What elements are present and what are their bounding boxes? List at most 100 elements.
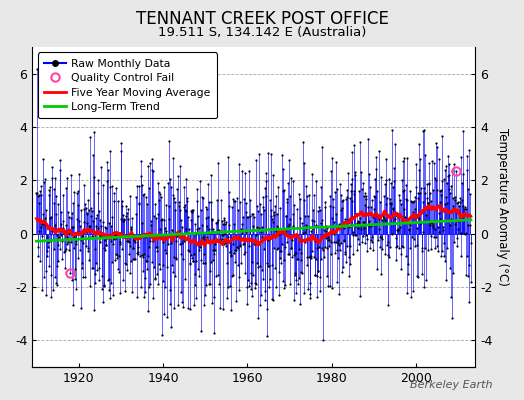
Point	[79, 240, 87, 246]
Point	[160, 183, 169, 190]
Point	[77, 236, 85, 243]
Point	[191, 271, 200, 277]
Point	[178, 224, 186, 230]
Point	[425, 181, 433, 187]
Point	[242, 200, 250, 206]
Point	[420, 184, 428, 191]
Point	[147, 218, 156, 224]
Point	[64, 226, 73, 233]
Point	[384, 302, 392, 308]
Point	[71, 276, 79, 282]
Point	[82, 211, 91, 218]
Point	[377, 174, 385, 180]
Point	[131, 239, 139, 245]
Point	[350, 190, 358, 197]
Point	[365, 218, 373, 224]
Point	[210, 330, 218, 336]
Point	[368, 234, 377, 240]
Point	[291, 290, 300, 296]
Point	[89, 152, 97, 158]
Point	[141, 258, 150, 264]
Point	[393, 210, 401, 216]
Point	[456, 214, 464, 220]
Point	[331, 250, 340, 257]
Point	[68, 276, 76, 283]
Point	[146, 160, 154, 166]
Point	[101, 224, 110, 230]
Point	[398, 243, 406, 249]
Point	[256, 200, 265, 207]
Point	[446, 216, 455, 222]
Point	[59, 218, 68, 224]
Point	[321, 244, 330, 250]
Point	[181, 206, 189, 213]
Point	[228, 196, 237, 202]
Point	[294, 190, 303, 197]
Point	[466, 240, 475, 246]
Point	[410, 214, 419, 221]
Point	[211, 229, 220, 235]
Point	[424, 247, 432, 253]
Point	[443, 245, 451, 251]
Point	[257, 267, 266, 273]
Point	[125, 193, 134, 199]
Point	[358, 185, 366, 192]
Point	[319, 224, 327, 230]
Point	[85, 283, 94, 290]
Point	[167, 239, 175, 246]
Point	[430, 174, 439, 181]
Point	[389, 206, 398, 212]
Point	[279, 278, 287, 285]
Point	[165, 138, 173, 144]
Point	[421, 245, 430, 252]
Point	[241, 248, 249, 255]
Point	[272, 223, 281, 229]
Point	[466, 222, 474, 228]
Point	[84, 222, 93, 229]
Point	[43, 244, 52, 250]
Point	[437, 192, 445, 198]
Point	[308, 216, 316, 223]
Point	[358, 238, 366, 245]
Point	[380, 251, 389, 257]
Point	[254, 264, 262, 270]
Point	[391, 141, 399, 147]
Point	[220, 240, 228, 247]
Point	[48, 175, 57, 182]
Point	[382, 156, 390, 162]
Point	[205, 199, 213, 206]
Point	[95, 238, 104, 245]
Point	[274, 225, 282, 231]
Point	[238, 168, 246, 174]
Point	[173, 233, 181, 240]
Point	[166, 300, 174, 307]
Point	[430, 234, 438, 240]
Point	[332, 159, 340, 166]
Point	[49, 287, 57, 293]
Point	[417, 185, 425, 192]
Point	[354, 236, 363, 242]
Point	[249, 240, 258, 247]
Point	[37, 224, 45, 230]
Point	[233, 206, 242, 213]
Point	[54, 201, 62, 208]
Point	[336, 180, 344, 187]
Point	[50, 246, 58, 252]
Point	[130, 236, 138, 243]
Point	[206, 281, 214, 288]
Point	[40, 220, 49, 227]
Point	[99, 182, 107, 188]
Point	[315, 287, 324, 294]
Point	[297, 269, 305, 275]
Point	[344, 216, 353, 223]
Point	[376, 199, 384, 205]
Point	[344, 217, 352, 224]
Point	[328, 214, 336, 221]
Point	[51, 222, 59, 228]
Point	[61, 185, 70, 192]
Point	[172, 256, 180, 262]
Point	[399, 188, 408, 194]
Point	[158, 216, 166, 222]
Point	[102, 242, 111, 249]
Point	[427, 245, 435, 252]
